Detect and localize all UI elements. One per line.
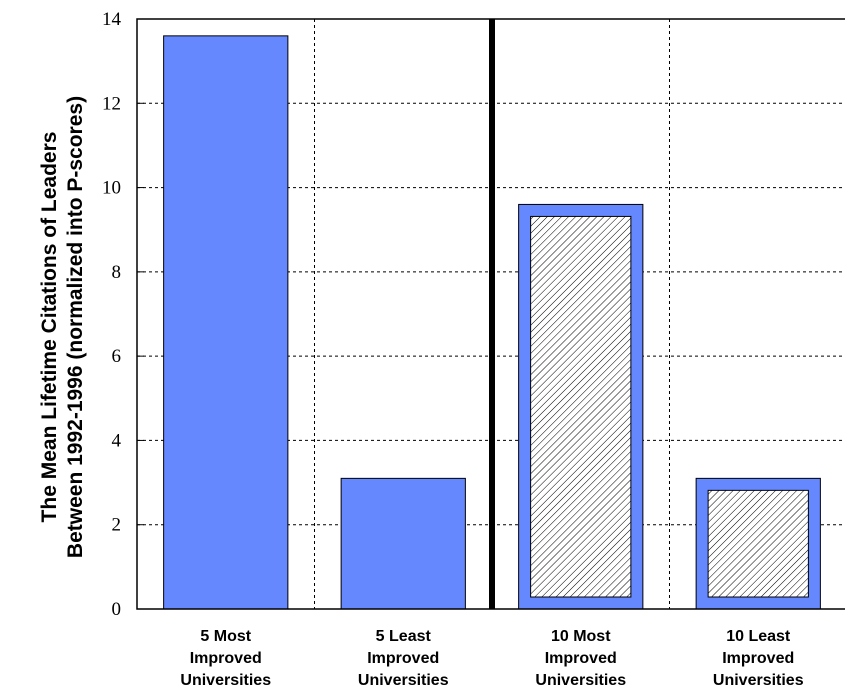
category-label-1-line-3: Universities xyxy=(180,672,271,689)
category-label-2-line-3: Universities xyxy=(358,672,449,689)
category-label-3-line-3: Universities xyxy=(535,672,626,689)
category-label-4-line-2: Improved xyxy=(722,650,794,667)
y-tick-label: 4 xyxy=(112,430,122,451)
bar-2 xyxy=(340,477,466,610)
category-label-2-line-1: 5 Least xyxy=(376,628,432,645)
y-tick-label: 2 xyxy=(112,515,122,536)
y-tick-label: 0 xyxy=(112,599,122,620)
y-axis-label: The Mean Lifetime Citations of Leaders B… xyxy=(38,96,87,558)
y-tick-label: 14 xyxy=(102,9,122,30)
category-label-4-line-3: Universities xyxy=(713,672,804,689)
y-axis-ticks: 0 2 4 6 8 10 12 14 xyxy=(102,9,144,620)
y-axis-label-line-2: Between 1992-1996 (normalized into P-sco… xyxy=(64,96,87,558)
bar-hatch-3 xyxy=(530,215,632,598)
category-label-2-line-2: Improved xyxy=(367,650,439,667)
y-tick-label: 6 xyxy=(112,346,122,367)
category-label-3-line-2: Improved xyxy=(545,650,617,667)
plot-frame xyxy=(136,18,845,610)
bar-hatch-4 xyxy=(707,489,809,598)
y-tick-label: 8 xyxy=(112,262,122,283)
category-label-1-line-1: 5 Most xyxy=(200,628,251,645)
x-axis-categories: 5 Most Improved Universities 5 Least Improve… xyxy=(180,628,803,689)
bars xyxy=(163,35,821,610)
y-tick-label: 12 xyxy=(102,93,121,114)
y-tick-label: 10 xyxy=(102,178,121,199)
category-label-1-line-2: Improved xyxy=(190,650,262,667)
bar-1 xyxy=(163,35,289,610)
category-label-4-line-1: 10 Least xyxy=(726,628,791,645)
category-label-3-line-1: 10 Most xyxy=(551,628,611,645)
y-axis-label-line-1: The Mean Lifetime Citations of Leaders xyxy=(38,132,61,523)
